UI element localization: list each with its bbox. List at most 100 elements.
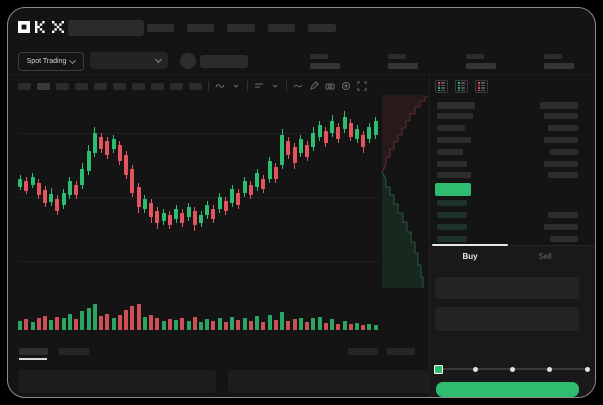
icon-row [458,84,465,86]
candle-body [330,121,334,133]
depth-chart [382,95,428,288]
candle-body [199,215,203,223]
volume-bar [86,308,91,330]
candle-body [61,193,66,205]
book-bids-icon[interactable] [455,80,468,93]
indicator-icon[interactable] [215,81,225,91]
tab-buy[interactable]: Buy [462,252,478,261]
bottom-panel-right[interactable] [228,370,429,393]
chevron-down-icon[interactable] [270,81,280,91]
camera-icon[interactable] [325,81,335,91]
tab-sell[interactable]: Sell [538,252,552,261]
bottom-panel-left[interactable] [18,370,216,393]
slider-handle[interactable] [434,365,443,374]
stat-label-placeholder [388,54,406,59]
candle-body [355,129,359,139]
volume-bar [330,319,334,330]
price-field[interactable] [435,277,579,299]
orderbook-price-bar [437,236,467,242]
candle-body [348,123,353,137]
volume-bar [342,321,347,330]
volume-bar [348,324,353,330]
buy-submit-button[interactable] [436,382,579,397]
chevron-down-icon[interactable] [231,81,241,91]
gridline [18,261,380,262]
timeframe-button[interactable] [132,82,145,90]
volume-bar [236,320,241,330]
volume-bar [130,306,135,330]
amount-slider[interactable] [434,363,590,375]
compare-icon[interactable] [254,81,264,91]
candle-body [361,135,366,147]
toolbar-separator [247,81,248,91]
timeframe-button[interactable] [75,82,88,90]
candlestick-chart[interactable] [18,95,380,290]
line [461,84,465,86]
volume-bar [217,318,222,330]
line-style-icon[interactable] [293,81,303,91]
ticker-stat [310,54,340,69]
slider-stop[interactable] [510,366,515,372]
dot [458,87,461,89]
orderbook-price-bar [437,149,463,155]
chart-tab[interactable] [19,348,48,355]
volume-bar [99,316,104,330]
slider-stop[interactable] [584,366,590,372]
nav-item[interactable] [187,24,214,32]
volume-bar [111,318,116,330]
candle-body [167,215,172,225]
volume-bar [367,324,372,330]
stat-value-placeholder [544,63,574,69]
chart-tab-action[interactable] [387,348,415,355]
icon-row [478,82,485,84]
fullscreen-icon[interactable] [357,81,367,91]
candle-body [30,177,35,185]
search-input[interactable] [68,20,144,36]
chart-tab-action[interactable] [348,348,378,355]
candle-body [255,173,260,187]
ticker-stat [466,54,496,69]
book-asks-icon[interactable] [475,80,488,93]
settings-icon[interactable] [341,81,351,91]
orderbook-amount-bar [548,125,578,131]
nav-item[interactable] [227,24,255,32]
volume-bar [248,321,253,330]
tab-divider [430,245,595,246]
nav-item[interactable] [147,24,174,32]
timeframe-button[interactable] [151,82,164,90]
dot [478,87,481,89]
candle-body [236,193,241,205]
volume-bar [142,317,147,330]
volume-bar [192,317,197,330]
chart-tab[interactable] [59,348,89,355]
timeframe-button[interactable] [56,82,69,90]
timeframe-button[interactable] [94,82,107,90]
icon-row [478,89,485,91]
market-type-selector[interactable]: Spot Trading [18,52,84,71]
slider-stop[interactable] [547,366,553,372]
candle-body [174,209,178,219]
timeframe-button[interactable] [170,82,183,90]
candle-body [305,145,309,157]
timeframe-button[interactable] [37,82,50,90]
chevron-down-icon [154,55,163,64]
orderbook-amount-bar [544,224,578,230]
timeframe-button[interactable] [189,82,202,90]
pair-selector[interactable] [90,52,168,69]
book-both-icon[interactable] [435,80,448,93]
stat-value-placeholder [466,63,496,69]
draw-icon[interactable] [309,81,319,91]
slider-stop[interactable] [472,366,478,372]
orderbook-price-bar [437,200,467,206]
volume-bar [336,324,341,330]
volume-bar [155,318,160,330]
nav-item[interactable] [268,24,295,32]
okx-logo-icon[interactable] [18,19,64,35]
amount-field[interactable] [435,307,579,331]
timeframe-button[interactable] [18,82,31,90]
line [481,84,485,86]
timeframe-button[interactable] [113,82,126,90]
candle-body [124,155,129,175]
nav-item[interactable] [308,24,336,32]
candle-body [342,117,347,129]
